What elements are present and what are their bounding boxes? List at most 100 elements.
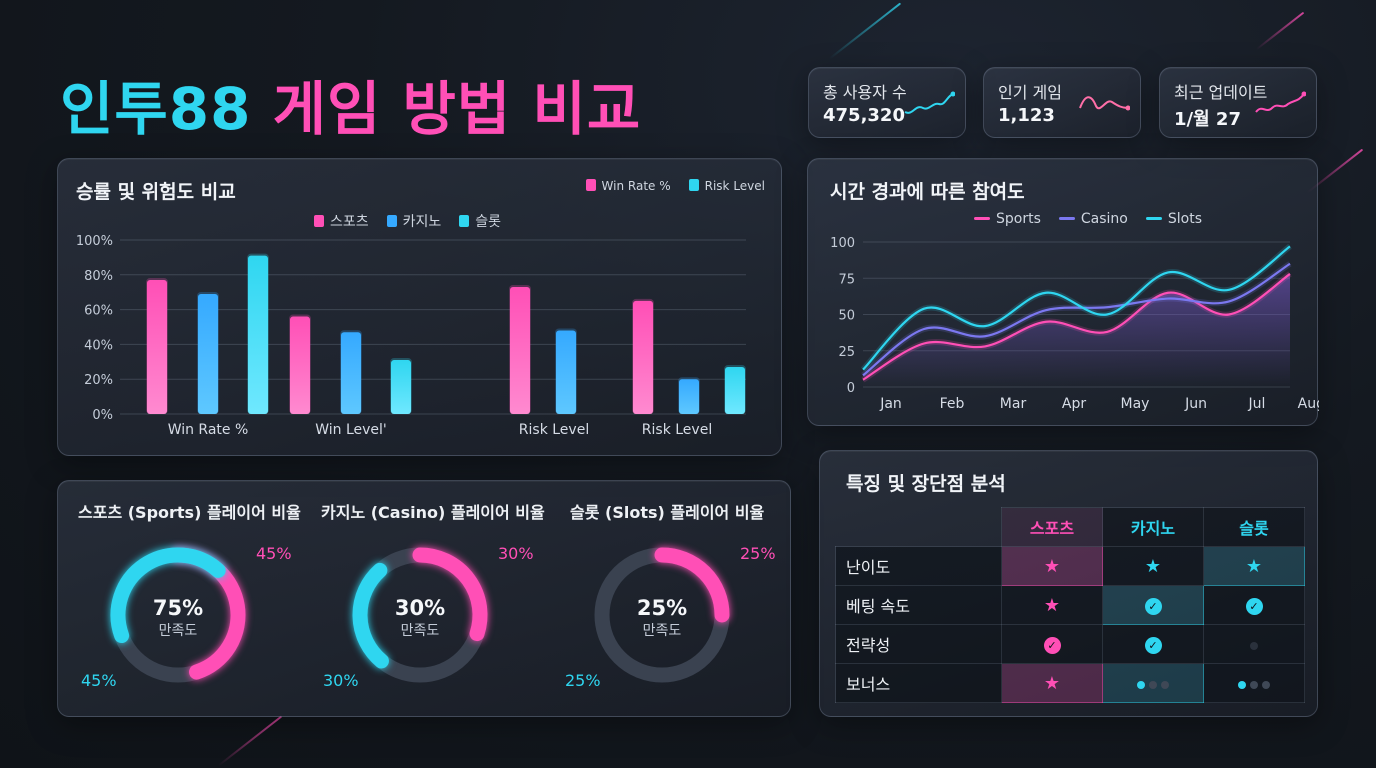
x-tick-label: Risk Level <box>519 422 589 438</box>
line-chart-legend: Sports Casino Slots <box>974 211 1202 227</box>
stat-card-update[interactable]: 최근 업데이트 1/월 27 <box>1159 67 1317 138</box>
feature-table-title: 특징 및 장단점 분석 <box>846 473 1006 495</box>
bar <box>679 379 699 414</box>
table-header-row: 스포츠 카지노 슬롯 <box>836 507 1305 547</box>
area-fill <box>863 273 1290 387</box>
table-cell <box>1203 663 1305 703</box>
donut-charts: 75% 만족도 45% 45% 30% 만족도 30% 30% 25% 만족도 25% 25% <box>81 544 776 690</box>
table-row: 보너스 ★ <box>835 663 1305 703</box>
x-tick-label: Mar <box>1000 396 1027 412</box>
table-row: 전략성 ✓ ✓ <box>835 624 1305 664</box>
table-row: 난이도 ★ ★ ★ <box>835 546 1305 586</box>
bar <box>510 286 530 414</box>
donut-bottom-label: 25% <box>565 671 601 690</box>
bar <box>556 330 576 414</box>
column-header-sports[interactable]: 스포츠 <box>1001 507 1103 547</box>
donut-arc <box>412 547 488 642</box>
stat-label: 총 사용자 수 <box>823 83 907 102</box>
donut-center-value: 30% <box>395 596 445 620</box>
donut-center-value: 25% <box>637 596 687 620</box>
y-tick-label: 0% <box>92 408 113 423</box>
sparkline-icon <box>904 91 955 114</box>
title-main: 게임 방법 비교 <box>272 75 642 143</box>
x-tick-label: Jan <box>879 396 902 412</box>
bar-chart-legend: 스포츠 카지노 슬롯 <box>314 211 501 231</box>
donut-title-casino: 카지노 (Casino) 플레이어 비율 <box>321 503 545 522</box>
legend-label: Slots <box>1167 211 1202 227</box>
feature-table: 스포츠 카지노 슬롯 난이도 ★ ★ ★ 베팅 속도 ★ ✓ ✓ 전략성 ✓ ✓… <box>835 507 1305 703</box>
table-cell <box>1102 663 1204 703</box>
dim-dot-icon <box>1248 635 1260 654</box>
legend-item: Risk Level <box>688 179 765 193</box>
stat-value: 475,320 <box>823 105 905 126</box>
donut-center-value: 75% <box>153 596 203 620</box>
star-icon: ★ <box>1144 555 1162 577</box>
legend-item: Slots <box>1145 211 1202 227</box>
column-header-casino[interactable]: 카지노 <box>1102 507 1204 547</box>
x-tick-label: Feb <box>940 396 965 412</box>
table-header-empty <box>836 508 1002 547</box>
stat-card-users[interactable]: 총 사용자 수 475,320 <box>808 67 966 138</box>
legend-swatch <box>585 179 596 191</box>
legend-label: Risk Level <box>704 179 765 193</box>
x-tick-label: May <box>1121 396 1150 412</box>
stat-card-popular[interactable]: 인기 게임 1,123 <box>983 67 1141 138</box>
bar <box>290 316 310 414</box>
y-tick-label: 40% <box>84 338 113 353</box>
x-tick-label: Aug... <box>1298 396 1319 412</box>
sparkline-icon <box>1079 96 1130 111</box>
check-icon: ✓ <box>1043 637 1061 654</box>
donut-center-label: 만족도 <box>159 623 198 639</box>
table-cell: ★ <box>1102 546 1204 586</box>
column-header-slots[interactable]: 슬롯 <box>1203 507 1305 547</box>
legend-swatch <box>974 217 990 220</box>
row-label: 난이도 <box>835 546 1002 586</box>
row-label: 전략성 <box>835 624 1002 664</box>
legend-swatch <box>386 215 397 227</box>
stat-label: 최근 업데이트 <box>1174 83 1268 102</box>
legend-item: Sports <box>974 211 1041 227</box>
donut-top-label: 30% <box>498 544 534 563</box>
y-tick-label: 100% <box>76 234 113 249</box>
donut-center-label: 만족도 <box>643 623 682 639</box>
y-tick-label: 0 <box>847 381 855 396</box>
feature-table-panel: 특징 및 장단점 분석 스포츠 카지노 슬롯 난이도 ★ ★ ★ 베팅 속도 ★… <box>819 450 1318 717</box>
page-title: 인투88 게임 방법 비교 <box>60 62 641 146</box>
bar-chart-panel: 승률 및 위험도 비교 Win Rate % Risk Level 스포츠 카지… <box>57 158 782 456</box>
rating-dots-icon <box>1135 674 1171 693</box>
legend-swatch <box>688 179 699 191</box>
x-tick-label: Risk Level <box>642 422 712 438</box>
y-tick-label: 25 <box>838 345 855 360</box>
bar <box>633 300 653 414</box>
bar <box>341 332 361 414</box>
legend-item: Casino <box>1058 211 1128 227</box>
legend-label: Sports <box>996 211 1041 227</box>
x-tick-label: Win Rate % <box>168 422 249 438</box>
row-label: 베팅 속도 <box>835 585 1002 625</box>
bar <box>248 255 268 414</box>
donut-title-slots: 슬롯 (Slots) 플레이어 비율 <box>570 503 765 522</box>
decor-streak <box>828 2 902 60</box>
legend-item: 카지노 <box>386 211 441 231</box>
donut-arc <box>654 547 730 623</box>
decor-streak <box>1255 11 1305 51</box>
table-cell: ★ <box>1203 546 1305 586</box>
legend-label: Win Rate % <box>601 179 671 193</box>
donut-arc <box>352 562 389 669</box>
x-tick-label: Apr <box>1062 396 1086 412</box>
row-label: 보너스 <box>835 663 1002 703</box>
bar <box>198 293 218 414</box>
bar-chart-title: 승률 및 위험도 비교 <box>76 181 236 203</box>
donut-top-label: 45% <box>256 544 292 563</box>
table-cell: ✓ <box>1001 624 1103 664</box>
stat-label: 인기 게임 <box>998 83 1062 102</box>
rating-dots-icon <box>1236 674 1272 693</box>
series-line <box>862 262 1291 377</box>
bar <box>147 280 167 414</box>
bar-chart: 0% 20% 40% 60% 80% 100% Win Rate % Win Level' Ri… <box>76 234 746 438</box>
legend-label: 스포츠 <box>330 214 369 230</box>
y-tick-label: 60% <box>84 304 113 319</box>
title-brand: 인투88 <box>60 75 252 143</box>
line-chart-panel: 시간 경과에 따른 참여도 Sports Casino Slots 0 25 50 7… <box>807 158 1319 426</box>
decor-streak <box>217 715 283 767</box>
